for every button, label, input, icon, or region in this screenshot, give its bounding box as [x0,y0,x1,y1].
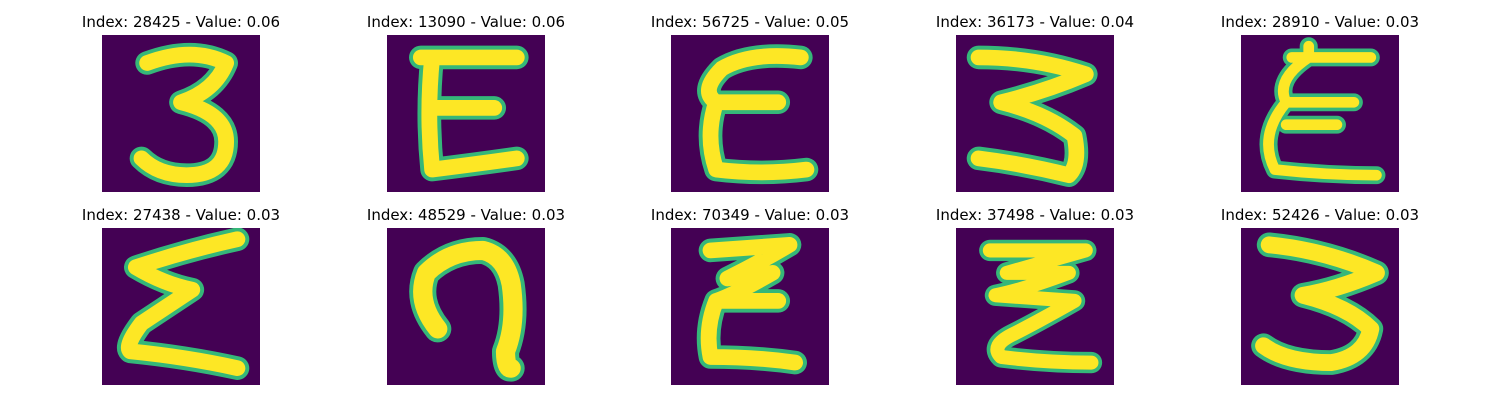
digit-image [102,35,260,192]
digit-image [671,35,829,192]
digit-image [956,228,1114,385]
panel-title: Index: 36173 - Value: 0.04 [935,13,1135,31]
digit-image [671,228,829,385]
digit-image [102,228,260,385]
digit-image [387,35,545,192]
panel-title: Index: 28425 - Value: 0.06 [81,13,281,31]
panel-title: Index: 56725 - Value: 0.05 [650,13,850,31]
digit-image [956,35,1114,192]
panel-title: Index: 48529 - Value: 0.03 [366,206,566,224]
digit-image [1241,35,1399,192]
digit-image [387,228,545,385]
panel-title: Index: 28910 - Value: 0.03 [1220,13,1420,31]
panel-title: Index: 37498 - Value: 0.03 [935,206,1135,224]
panel-title: Index: 13090 - Value: 0.06 [366,13,566,31]
panel-title: Index: 52426 - Value: 0.03 [1220,206,1420,224]
panel-title: Index: 70349 - Value: 0.03 [650,206,850,224]
panel-title: Index: 27438 - Value: 0.03 [81,206,281,224]
digit-image [1241,228,1399,385]
